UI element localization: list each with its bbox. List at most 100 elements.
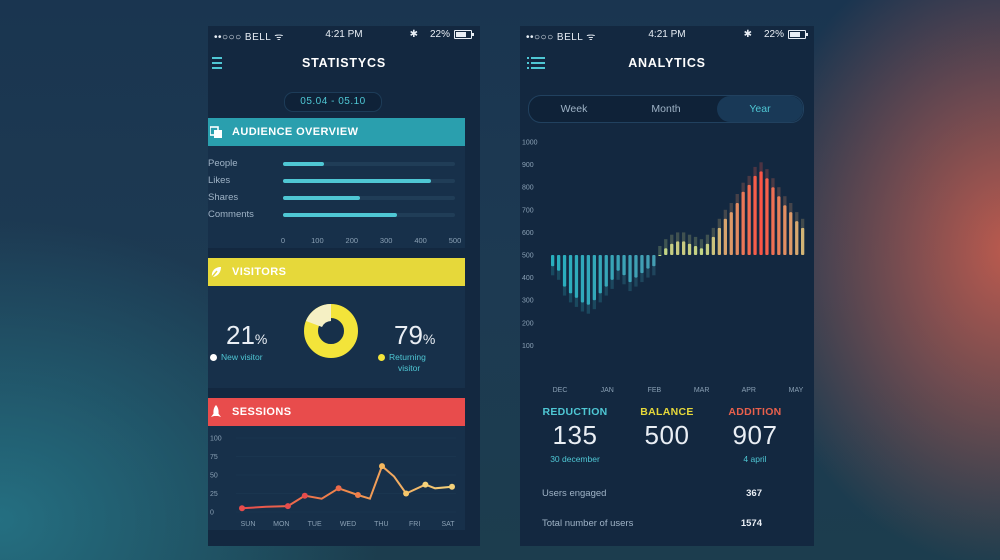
tab-month[interactable]: Month (651, 103, 681, 115)
date-range-picker[interactable]: 05.04 - 05.10 (284, 92, 382, 112)
audience-overview-title: AUDIENCE OVERVIEW (232, 126, 359, 138)
audience-bar (283, 162, 325, 166)
sessions-x-tick: MON (273, 521, 289, 528)
analytics-bar (765, 178, 769, 255)
analytics-bar (682, 241, 686, 255)
analytics-x-tick: FEB (648, 387, 662, 394)
sessions-point (239, 505, 245, 512)
analytics-bar (741, 191, 745, 255)
sessions-point (379, 463, 385, 470)
analytics-bar (747, 184, 751, 255)
period-tabs: Week Month Year (528, 95, 804, 123)
analytics-bar (652, 255, 656, 267)
analytics-bar-fade (610, 279, 614, 289)
analytics-bar (789, 212, 793, 255)
sessions-point (301, 492, 308, 499)
analytics-y-tick: 500 (522, 253, 534, 260)
battery-percent: 22% (429, 29, 450, 40)
reduction-value: 135 (552, 420, 598, 450)
analytics-x-tick: DEC (553, 387, 568, 394)
analytics-bar (658, 255, 662, 256)
audience-row-people: People (208, 158, 465, 170)
carrier-label: ••○○○ BELL ᯤ (214, 32, 284, 43)
analytics-y-tick: 200 (522, 320, 534, 327)
analytics-bar-fade (795, 212, 799, 222)
visitors-title: VISITORS (232, 266, 287, 278)
analytics-bar (670, 243, 674, 255)
analytics-bar (604, 255, 608, 287)
audience-tick-label: 400 (414, 236, 427, 245)
audience-bar (283, 179, 431, 183)
legend-dot-yellow (378, 354, 385, 361)
battery-percent: 22% (763, 29, 784, 40)
analytics-bar (711, 236, 715, 255)
analytics-bar (634, 255, 638, 278)
sessions-x-tick: TUE (308, 521, 322, 528)
analytics-bar-fade (562, 286, 567, 296)
audience-bar (283, 196, 361, 200)
audience-bar-track (283, 196, 455, 200)
analytics-bar-fade (759, 162, 763, 172)
balance-value: 500 (644, 420, 690, 450)
statistics-screen: ••○○○ BELL ᯤ 4:21 PM ✱ 22% STATISTYCS 05… (208, 26, 480, 546)
reduction-label: REDUCTION (542, 406, 608, 418)
audience-row-likes: Likes (208, 175, 465, 187)
sessions-x-tick: SAT (441, 521, 455, 528)
total-users-value: 1574 (740, 518, 762, 529)
analytics-bar (568, 255, 573, 294)
layers-icon (210, 126, 222, 138)
analytics-bar (676, 241, 680, 255)
audience-row-shares: Shares (208, 192, 465, 204)
analytics-bar-fade (705, 234, 710, 244)
analytics-bar (622, 255, 626, 276)
analytics-bar (664, 248, 668, 255)
analytics-y-tick: 800 (522, 185, 534, 192)
carrier-label: ••○○○ BELL ᯤ (526, 32, 596, 43)
list-menu-icon[interactable] (527, 57, 545, 69)
analytics-x-tick: APR (742, 387, 756, 394)
audience-row-label: Likes (208, 175, 231, 186)
audience-bar-track (283, 162, 455, 166)
reduction-date: 30 december (550, 454, 600, 464)
status-bar: ••○○○ BELL ᯤ 4:21 PM ✱ 22% (520, 26, 814, 44)
audience-bar (283, 213, 397, 217)
sessions-series-line (241, 464, 453, 510)
addition-stat: ADDITION 907 4 april (706, 406, 804, 464)
analytics-bar-fade (670, 234, 674, 244)
status-bar: ••○○○ BELL ᯤ 4:21 PM ✱ 22% (208, 26, 480, 44)
audience-axis: 0 100 200 300 400 500 (280, 236, 461, 246)
analytics-x-tick: JAN (601, 387, 614, 394)
analytics-bar (551, 255, 555, 267)
audience-tick-label: 0 (280, 236, 286, 245)
analytics-bar-fade (801, 218, 805, 228)
audience-tick-label: 200 (345, 236, 359, 245)
analytics-bar-fade (598, 293, 602, 303)
sessions-card: 100 75 50 25 0 SUN MON TUE WED THU FRI SAT (208, 426, 465, 530)
analytics-bar-fade (616, 270, 620, 280)
analytics-bar-fade (586, 304, 590, 314)
menu-icon[interactable] (212, 57, 222, 69)
analytics-bar-fade (652, 266, 656, 276)
analytics-bar-fade (777, 187, 781, 197)
analytics-bar-chart: 1000 900 800 700 600 500 400 300 200 100 DEC JAN FEB… (522, 140, 805, 394)
analytics-bar (586, 255, 590, 305)
analytics-bar-fade (687, 234, 692, 244)
analytics-bar (759, 171, 763, 255)
analytics-bar (795, 221, 799, 255)
tab-year[interactable]: Year (717, 96, 803, 122)
sessions-header[interactable]: SESSIONS (208, 398, 465, 426)
addition-date: 4 april (743, 454, 767, 464)
users-engaged-row: Users engaged 367 (542, 488, 782, 499)
sessions-y-tick: 25 (210, 491, 218, 498)
audience-row-label: People (208, 158, 238, 169)
rocket-icon (211, 405, 221, 417)
analytics-bar (783, 205, 787, 255)
tab-week[interactable]: Week (560, 103, 588, 115)
analytics-bar-fade (717, 218, 721, 228)
sessions-x-tick: SUN (241, 521, 256, 528)
visitors-header[interactable]: VISITORS (208, 258, 465, 286)
audience-overview-header[interactable]: AUDIENCE OVERVIEW (208, 118, 465, 146)
analytics-bar-fade (711, 227, 715, 237)
audience-row-label: Comments (208, 209, 254, 220)
analytics-bar-fade (592, 300, 596, 310)
